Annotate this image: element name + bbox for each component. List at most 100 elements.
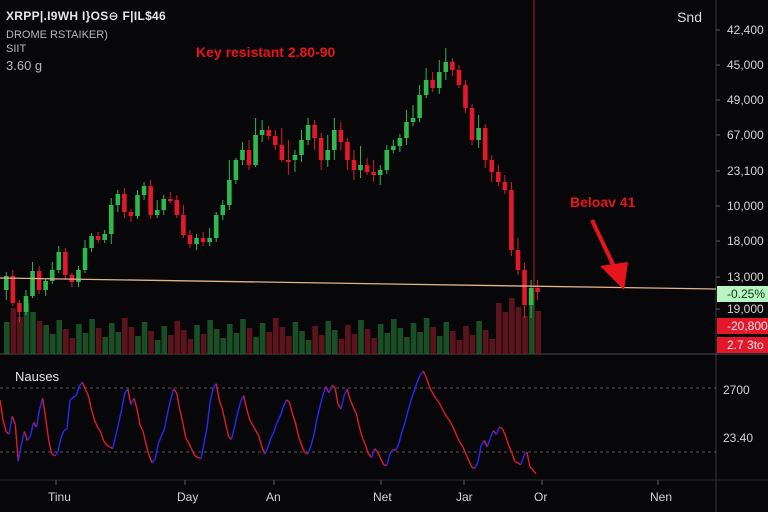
price-tick-label[interactable]: 45,000 — [727, 58, 764, 72]
candle — [63, 248, 68, 280]
indicator-segment — [300, 444, 306, 453]
price-badge[interactable]: -0.25% — [717, 286, 768, 302]
indicator-segment — [352, 406, 357, 414]
time-tick-label[interactable]: Or — [534, 490, 547, 504]
price-tick-label[interactable]: 23,100 — [727, 164, 764, 178]
indicator-segment — [486, 437, 491, 448]
indicator-segment — [386, 453, 391, 466]
indicator-segment — [236, 401, 242, 414]
candle-body — [220, 205, 226, 215]
candle-body — [305, 125, 311, 140]
indicator-segment — [331, 384, 336, 389]
indicator-segment — [370, 448, 376, 458]
price-axis[interactable]: 42,400 45,000 49,000 67,000 23,100 10,000 18,0… — [716, 23, 768, 353]
indicator-segment — [355, 413, 361, 428]
exchange-label: DROME RSTAIKER) — [6, 29, 108, 41]
candle-body — [36, 271, 42, 290]
price-tick-label[interactable]: 42,400 — [727, 23, 764, 37]
indicator-segment — [328, 385, 333, 394]
candle — [10, 270, 16, 306]
indicator-segment — [334, 387, 339, 405]
indicator-segment — [434, 397, 440, 403]
time-tick-label[interactable]: Nen — [650, 490, 672, 504]
price-badge[interactable]: -20,800 — [717, 318, 768, 334]
indicator-segment — [84, 388, 89, 396]
volume-bar — [391, 319, 397, 354]
candle — [95, 232, 101, 243]
indicator-segment — [413, 381, 418, 392]
candle — [404, 110, 409, 145]
indicator-segment — [462, 446, 467, 455]
indicator-segment — [532, 469, 537, 475]
unit-label: SIIT — [6, 43, 27, 55]
candle-body — [286, 160, 291, 162]
indicator-segment — [480, 440, 485, 446]
candle — [36, 266, 42, 294]
indicator-segment — [200, 443, 205, 459]
candle-body — [358, 165, 363, 170]
candle-body — [371, 172, 376, 175]
price-tick-label[interactable]: 67,000 — [727, 128, 764, 142]
indicator-segment — [316, 407, 321, 420]
time-tick-label[interactable]: Jar — [456, 490, 473, 504]
time-tick-label[interactable]: Day — [177, 490, 198, 504]
volume-bar — [253, 337, 259, 354]
candle — [312, 120, 317, 150]
candle-body — [108, 205, 114, 234]
indicator-segment — [17, 444, 23, 462]
candle — [364, 158, 370, 175]
indicator-segment — [203, 426, 208, 444]
indicator-axis-label[interactable]: 23.40 — [723, 431, 753, 445]
volume-bar — [377, 324, 384, 354]
indicator-segment — [151, 458, 156, 464]
indicator-segment — [160, 428, 166, 437]
indicator-segment — [99, 431, 105, 441]
price-badge[interactable]: 2.7 3to — [717, 337, 768, 353]
indicator-segment — [121, 392, 126, 410]
volume-bar — [69, 338, 76, 354]
candle — [17, 300, 22, 322]
indicator-segment — [276, 415, 281, 423]
indicator-segment — [380, 458, 385, 466]
volume-bar — [443, 322, 450, 354]
volume-bar — [423, 318, 430, 354]
volume-bar — [207, 320, 213, 354]
price-tick-label[interactable]: 49,000 — [727, 93, 764, 107]
volume-bar — [181, 330, 187, 354]
candle — [522, 263, 527, 318]
ticker-title[interactable]: XRPP|.I9WH I}OS⊖ F|IL$46 — [6, 9, 167, 23]
indicator-axis-label[interactable]: 2700 — [723, 383, 750, 397]
candle-body — [345, 142, 350, 160]
indicator-segment — [349, 399, 354, 408]
corner-label[interactable]: Snd — [677, 9, 702, 25]
candle-body — [174, 200, 180, 215]
candle-body — [410, 118, 416, 122]
indicator-segment — [249, 419, 254, 426]
indicator-segment — [437, 401, 443, 408]
price-tick-label[interactable]: 19,000 — [727, 302, 764, 316]
price-tick-label[interactable]: 10,000 — [727, 199, 764, 213]
down-arrow-icon — [590, 219, 628, 290]
time-tick-label[interactable]: Tinu — [48, 490, 71, 504]
candle — [220, 200, 226, 220]
time-axis[interactable]: Tinu Day An Net Jar Or Nen — [48, 480, 672, 504]
candle-body — [168, 199, 173, 201]
time-tick-label[interactable]: An — [266, 490, 281, 504]
candle-body — [10, 276, 16, 303]
time-tick-label[interactable]: Net — [373, 490, 392, 504]
candle-body — [377, 170, 383, 175]
price-tick-label[interactable]: 18,000 — [727, 234, 764, 248]
candle-body — [423, 80, 429, 95]
candle-body — [102, 234, 107, 240]
indicator-segment — [510, 451, 516, 462]
candle — [469, 104, 475, 145]
candle — [358, 146, 363, 178]
indicator-segment — [2, 419, 7, 432]
price-tick-label[interactable]: 13,000 — [727, 270, 764, 284]
candle — [200, 232, 206, 246]
candle-body — [253, 135, 258, 165]
indicator-segment — [93, 419, 99, 428]
indicator-segment — [69, 396, 74, 401]
candle-body — [397, 138, 403, 146]
